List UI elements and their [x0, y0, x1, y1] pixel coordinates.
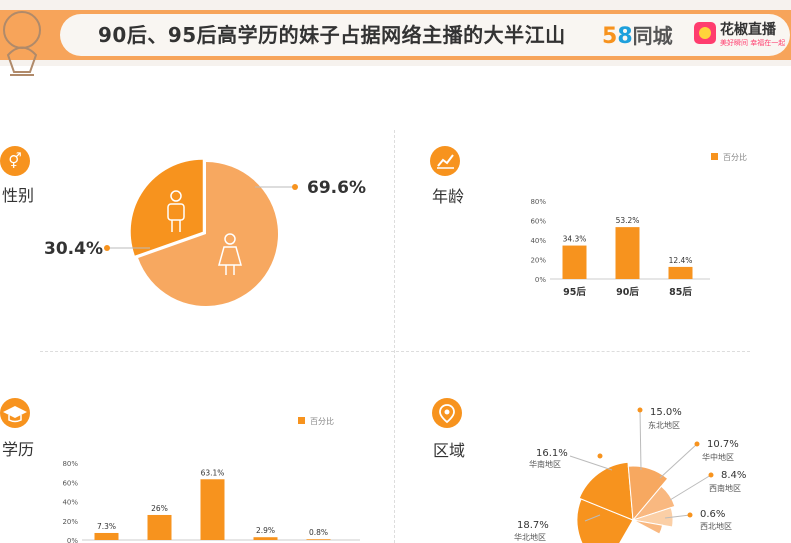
location-pin-icon — [432, 398, 462, 428]
gender-slice-1 — [130, 159, 203, 256]
section-label-gender: 性别 — [2, 186, 35, 205]
huajiao-slogan: 美好瞬间 幸福在一起 — [720, 39, 786, 47]
gender-dot-0 — [292, 184, 298, 190]
horizontal-divider — [40, 351, 750, 352]
gender-icon: ⚥ — [0, 146, 30, 176]
female-icon — [218, 233, 242, 275]
vertical-divider — [394, 130, 395, 543]
logo-58tongcheng: 58同城 — [602, 24, 673, 49]
section-label-region: 区域 — [433, 441, 466, 460]
huajiao-name: 花椒直播 — [720, 22, 776, 38]
page-title: 90后、95后高学历的妹子占据网络主播的大半江山 — [98, 23, 566, 47]
male-icon — [167, 190, 185, 232]
graduation-cap-icon — [0, 398, 30, 428]
huajiao-logo-icon — [694, 22, 716, 44]
section-label-education: 学历 — [2, 440, 35, 459]
gender-slice-0 — [138, 162, 278, 306]
gender-value-label-1: 30.4% — [44, 239, 103, 259]
header-banner — [0, 0, 791, 66]
corner-decoration-icon — [3, 11, 41, 76]
gender-dot-1 — [104, 245, 110, 251]
header-pill — [60, 14, 790, 56]
gender-value-label-0: 69.6% — [307, 178, 366, 198]
section-label-age: 年龄 — [432, 187, 465, 206]
chart-icon — [430, 146, 460, 176]
